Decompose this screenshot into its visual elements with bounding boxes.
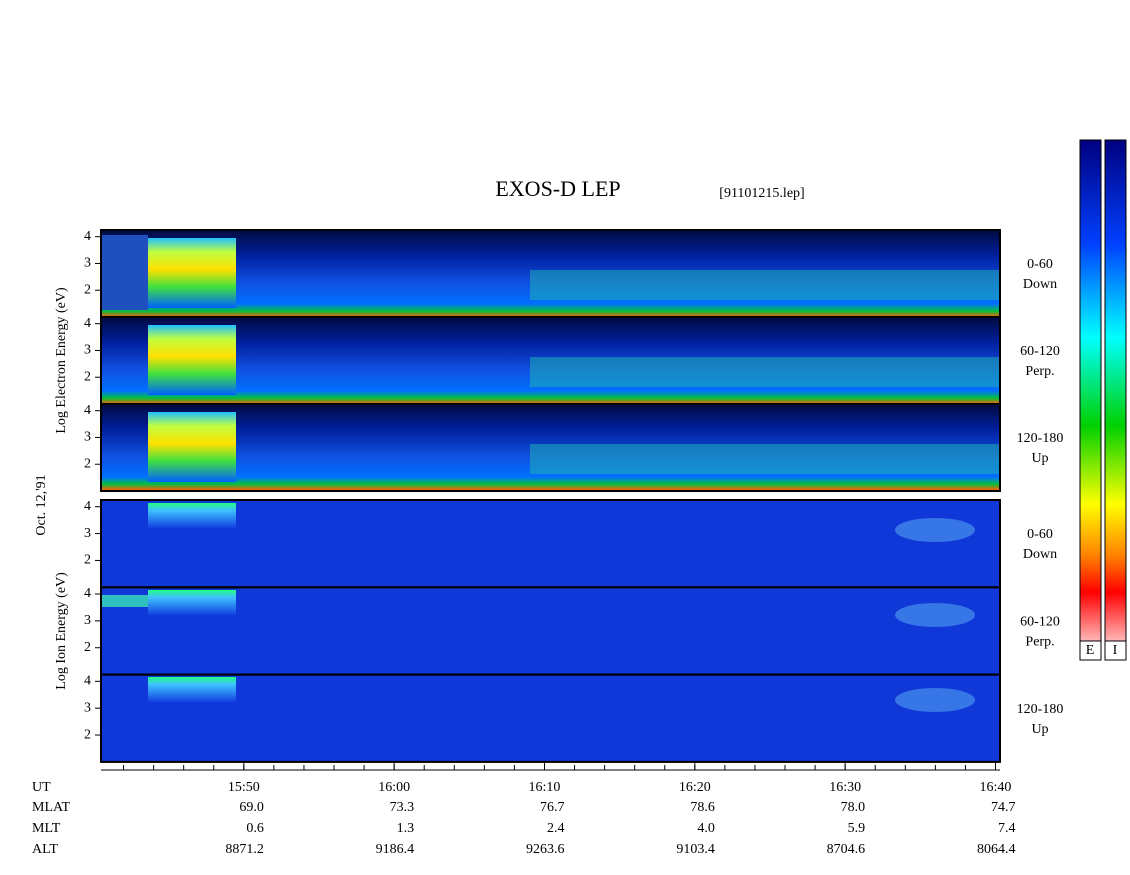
- ephemeris-value: 78.6: [690, 800, 715, 815]
- y-tick-label: 3: [84, 430, 91, 445]
- ephemeris-value: 69.0: [239, 800, 264, 815]
- y-tick-label: 4: [84, 316, 91, 331]
- direction-label: Perp.: [1025, 635, 1054, 650]
- ephemeris-value: 1.3: [397, 821, 415, 836]
- ephemeris-value: 8704.6: [827, 842, 866, 857]
- pitch-angle-label: 120-180: [1017, 431, 1064, 446]
- ephemeris-value: 8871.2: [225, 842, 264, 857]
- ephemeris-value: 8064.4: [977, 842, 1016, 857]
- date-label: Oct. 12,'91: [34, 474, 49, 535]
- direction-label: Perp.: [1025, 364, 1054, 379]
- ephemeris-value: 74.7: [991, 800, 1016, 815]
- ephemeris-value: 4.0: [697, 821, 715, 836]
- y-tick-label: 2: [84, 727, 91, 742]
- electron-spectra: [101, 230, 1000, 490]
- y-tick-label: 3: [84, 700, 91, 715]
- ephemeris-value: 5.9: [848, 821, 866, 836]
- y-tick-label: 4: [84, 403, 91, 418]
- ephemeris-value: 9186.4: [376, 842, 415, 857]
- pitch-angle-label: 60-120: [1020, 344, 1060, 359]
- ephemeris-value: 7.4: [998, 821, 1016, 836]
- ephemeris-row-label: MLAT: [32, 800, 71, 815]
- y-tick-label: 3: [84, 343, 91, 358]
- y-tick-label: 4: [84, 499, 91, 514]
- ephemeris-value: 76.7: [540, 800, 565, 815]
- direction-label: Down: [1023, 547, 1057, 562]
- y-tick-label: 2: [84, 369, 91, 384]
- x-tick-label: 16:30: [829, 780, 861, 795]
- ion-spectra: [101, 500, 1000, 762]
- file-name: [91101215.lep]: [719, 186, 804, 201]
- direction-label: Down: [1023, 277, 1057, 292]
- chart-title: EXOS-D LEP: [495, 176, 620, 201]
- ephemeris-row-label: UT: [32, 780, 51, 795]
- x-tick-label: 15:50: [228, 780, 260, 795]
- pitch-angle-label: 0-60: [1027, 257, 1053, 272]
- y-tick-label: 2: [84, 640, 91, 655]
- y-axis-label: Log Ion Energy (eV): [54, 572, 69, 690]
- y-tick-label: 3: [84, 256, 91, 271]
- pitch-angle-label: 60-120: [1020, 615, 1060, 630]
- pitch-angle-label: 120-180: [1017, 702, 1064, 717]
- ephemeris-value: 9263.6: [526, 842, 565, 857]
- y-tick-label: 4: [84, 586, 91, 601]
- y-tick-label: 4: [84, 674, 91, 689]
- y-tick-label: 2: [84, 282, 91, 297]
- direction-label: Up: [1031, 722, 1048, 737]
- ephemeris-value: 2.4: [547, 821, 565, 836]
- y-axis-label: Log Electron Energy (eV): [54, 287, 69, 434]
- colorbar-label: I: [1113, 643, 1118, 658]
- y-tick-label: 3: [84, 613, 91, 628]
- ephemeris-value: 0.6: [246, 821, 264, 836]
- colorbar-label: E: [1086, 643, 1095, 658]
- direction-label: Up: [1031, 451, 1048, 466]
- ephemeris-value: 9103.4: [676, 842, 715, 857]
- y-tick-label: 3: [84, 526, 91, 541]
- y-tick-label: 4: [84, 229, 91, 244]
- x-tick-label: 16:20: [679, 780, 711, 795]
- ephemeris-row-label: MLT: [32, 821, 61, 836]
- panel-frame: [100, 673, 1001, 763]
- panel-frame: [100, 403, 1001, 492]
- x-tick-label: 16:40: [980, 780, 1012, 795]
- y-tick-label: 2: [84, 456, 91, 471]
- x-tick-label: 16:00: [378, 780, 410, 795]
- pitch-angle-label: 0-60: [1027, 527, 1053, 542]
- ephemeris-value: 73.3: [390, 800, 415, 815]
- y-tick-label: 2: [84, 553, 91, 568]
- colorbar: [1079, 139, 1127, 661]
- x-tick-label: 16:10: [529, 780, 561, 795]
- ephemeris-row-label: ALT: [32, 842, 58, 857]
- ephemeris-value: 78.0: [841, 800, 866, 815]
